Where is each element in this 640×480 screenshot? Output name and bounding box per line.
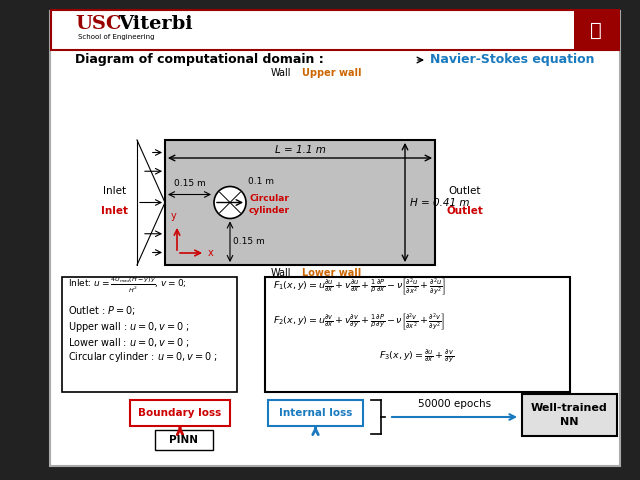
Text: Well-trained
NN: Well-trained NN [531, 403, 608, 427]
Text: L = 1.1 m: L = 1.1 m [275, 145, 325, 155]
Bar [574, 11, 618, 49]
Text: Lower wall : $u = 0, v = 0$ ;: Lower wall : $u = 0, v = 0$ ; [68, 336, 190, 349]
Text: Navier-Stokes equation: Navier-Stokes equation [430, 53, 595, 67]
Bar [62, 277, 237, 392]
Text: USC: USC [75, 15, 122, 33]
Text: Viterbi: Viterbi [118, 15, 193, 33]
Text: Lower wall: Lower wall [302, 268, 361, 278]
Bar [50, 11, 620, 466]
Text: H = 0.41 m: H = 0.41 m [410, 197, 470, 207]
Bar [155, 430, 213, 450]
Text: 0.1 m: 0.1 m [248, 178, 274, 187]
Text: Boundary loss: Boundary loss [138, 408, 221, 418]
Bar [268, 400, 363, 426]
Text: $F_3(x,y) = \frac{\partial u}{\partial x} + \frac{\partial v}{\partial y}$: $F_3(x,y) = \frac{\partial u}{\partial x… [380, 348, 454, 365]
Text: $F_2(x,y) = u\frac{\partial v}{\partial x} + v\frac{\partial v}{\partial y}+ \fr: $F_2(x,y) = u\frac{\partial v}{\partial … [273, 312, 445, 332]
Text: cylinder: cylinder [249, 206, 290, 215]
Text: Internal loss: Internal loss [279, 408, 352, 418]
Bar [165, 140, 435, 265]
Text: Inlet: $u = \frac{4U_{max}(H-y)y}{H^2}$, $v = 0$;: Inlet: $u = \frac{4U_{max}(H-y)y}{H^2}$,… [68, 276, 187, 295]
Text: Diagram of computational domain :: Diagram of computational domain : [75, 53, 324, 67]
Bar [522, 394, 617, 436]
Text: Outlet : $P = 0$;: Outlet : $P = 0$; [68, 304, 136, 317]
Text: Wall: Wall [271, 268, 291, 278]
Text: x: x [208, 248, 214, 258]
Text: School of Engineering: School of Engineering [78, 34, 154, 40]
Circle shape [214, 187, 246, 218]
Text: Upper wall: Upper wall [302, 68, 362, 78]
Text: PINN: PINN [170, 435, 198, 445]
Text: y: y [171, 211, 177, 221]
Bar [130, 400, 230, 426]
Text: Inlet: Inlet [104, 185, 127, 195]
Text: Outlet: Outlet [449, 185, 481, 195]
Text: Circular: Circular [249, 194, 289, 203]
Text: Circular cylinder : $u = 0, v = 0$ ;: Circular cylinder : $u = 0, v = 0$ ; [68, 350, 218, 364]
Text: Upper wall : $u = 0, v = 0$ ;: Upper wall : $u = 0, v = 0$ ; [68, 320, 190, 334]
Text: 50000 epochs: 50000 epochs [418, 399, 491, 409]
Bar [51, 10, 619, 50]
Text: Wall: Wall [271, 68, 291, 78]
Text: ⛨: ⛨ [590, 21, 602, 39]
Text: $F_1(x,y) = u\frac{\partial u}{\partial x} + v\frac{\partial u}{\partial x}+ \fr: $F_1(x,y) = u\frac{\partial u}{\partial … [273, 276, 446, 297]
Bar [265, 277, 570, 392]
Text: 0.15 m: 0.15 m [173, 180, 205, 189]
Text: Outlet: Outlet [447, 205, 483, 216]
Text: 0.15 m: 0.15 m [233, 237, 265, 246]
Text: Inlet: Inlet [102, 205, 129, 216]
